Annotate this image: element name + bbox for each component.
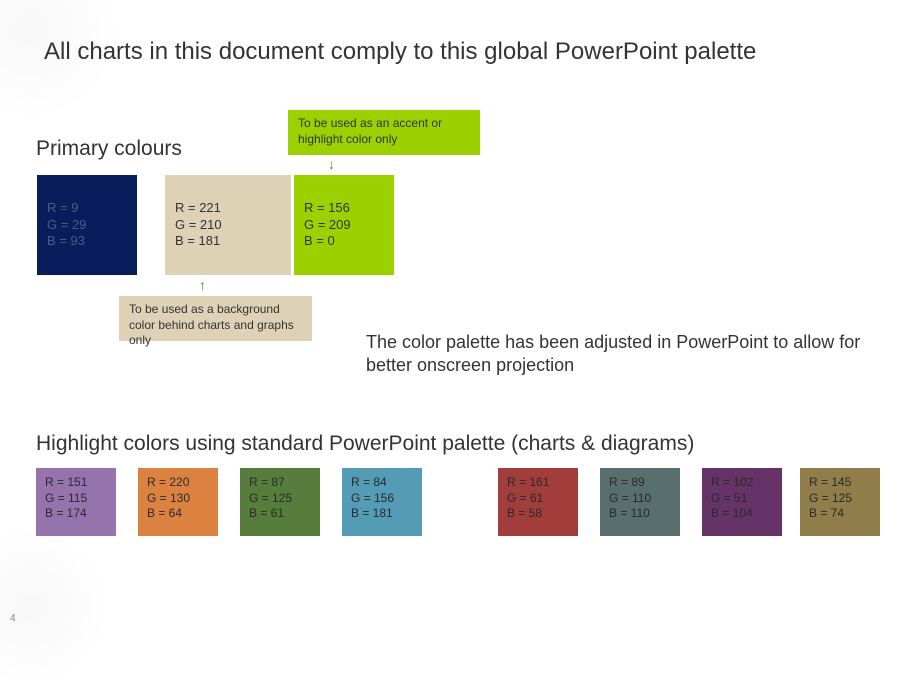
- swatch-g: G = 115: [45, 491, 87, 505]
- swatch-b: B = 110: [609, 506, 650, 520]
- swatch-r: R = 145: [809, 475, 851, 489]
- swatch-b: B = 181: [175, 233, 281, 250]
- swatch-b: B = 174: [45, 506, 87, 520]
- highlight-swatch-8: R = 145 G = 125B = 74: [800, 468, 880, 536]
- swatch-g: G = 110: [609, 491, 651, 505]
- swatch-b: B = 104: [711, 506, 753, 520]
- swatch-g: G = 125: [809, 491, 852, 505]
- primary-swatch-2: R = 221 G = 210 B = 181: [165, 175, 291, 275]
- swatch-r: R = 102: [711, 475, 753, 489]
- swatch-r: R = 221: [175, 200, 281, 217]
- swatch-b: B = 93: [47, 233, 127, 250]
- swatch-r: R = 151: [45, 475, 87, 489]
- swatch-r: R = 89: [609, 475, 645, 489]
- highlight-swatch-7: R = 102 G = 51B = 104: [702, 468, 782, 536]
- callout-accent-note: To be used as an accent or highlight col…: [288, 110, 480, 155]
- callout-bg-text: To be used as a background color behind …: [129, 302, 294, 347]
- callout-background-note: To be used as a background color behind …: [119, 296, 312, 341]
- swatch-g: G = 130: [147, 491, 190, 505]
- page-number: 4: [10, 613, 16, 624]
- swatch-g: G = 61: [507, 491, 543, 505]
- swatch-g: G = 209: [304, 217, 384, 234]
- swatch-b: B = 58: [507, 506, 542, 520]
- swatch-r: R = 9: [47, 200, 127, 217]
- swatch-r: R = 84: [351, 475, 387, 489]
- swatch-b: B = 74: [809, 506, 844, 520]
- page-title: All charts in this document comply to th…: [44, 38, 756, 66]
- primary-swatch-3: R = 156 G = 209 B = 0: [294, 175, 394, 275]
- highlight-swatch-2: R = 220 G = 130B = 64: [138, 468, 218, 536]
- swatch-r: R = 87: [249, 475, 285, 489]
- heading-highlight-colors: Highlight colors using standard PowerPoi…: [36, 432, 694, 456]
- decorative-globe-bottom: [0, 527, 110, 687]
- highlight-swatch-4: R = 84 G = 156B = 181: [342, 468, 422, 536]
- highlight-swatch-5: R = 161 G = 61B = 58: [498, 468, 578, 536]
- swatch-b: B = 181: [351, 506, 393, 520]
- highlight-swatch-6: R = 89 G = 110B = 110: [600, 468, 680, 536]
- highlight-swatch-1: R = 151 G = 115B = 174: [36, 468, 116, 536]
- swatch-r: R = 161: [507, 475, 549, 489]
- heading-primary-colours: Primary colours: [36, 137, 182, 161]
- swatch-r: R = 156: [304, 200, 384, 217]
- swatch-b: B = 0: [304, 233, 384, 250]
- body-note: The color palette has been adjusted in P…: [366, 331, 866, 378]
- swatch-g: G = 210: [175, 217, 281, 234]
- arrow-up-icon: ↑: [199, 278, 206, 292]
- swatch-b: B = 64: [147, 506, 182, 520]
- swatch-r: R = 220: [147, 475, 189, 489]
- swatch-g: G = 29: [47, 217, 127, 234]
- swatch-b: B = 61: [249, 506, 284, 520]
- swatch-g: G = 125: [249, 491, 292, 505]
- highlight-swatch-3: R = 87 G = 125B = 61: [240, 468, 320, 536]
- primary-swatch-1: R = 9 G = 29 B = 93: [37, 175, 137, 275]
- swatch-g: G = 51: [711, 491, 747, 505]
- arrow-down-icon: ↓: [328, 157, 335, 171]
- swatch-g: G = 156: [351, 491, 394, 505]
